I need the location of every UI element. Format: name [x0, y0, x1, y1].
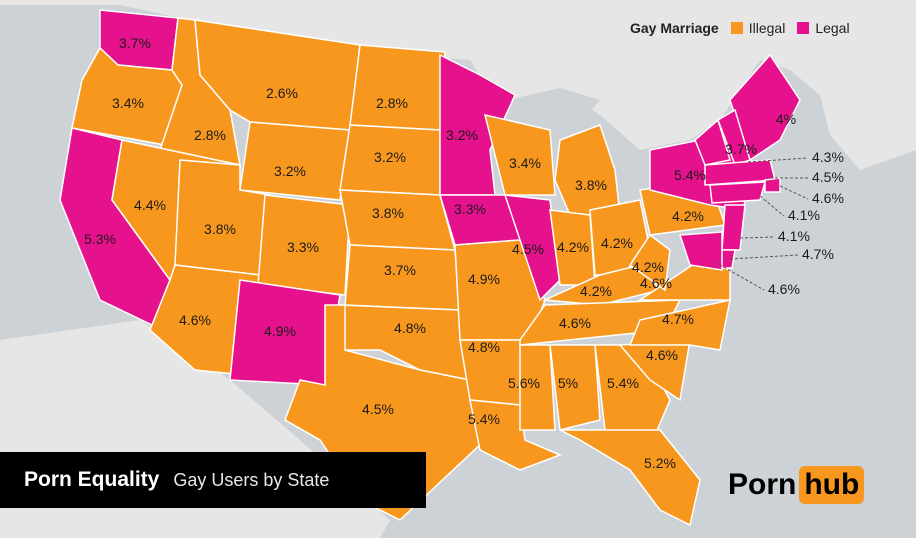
title-banner: Porn Equality Gay Users by State	[0, 452, 426, 508]
callout-label-ct: 4.1%	[788, 207, 820, 223]
state-label-nc: 4.7%	[662, 311, 694, 327]
callout-label-nh: 4.3%	[812, 149, 844, 165]
state-nd	[349, 44, 446, 131]
callout-line-de	[729, 254, 799, 260]
state-nc	[628, 299, 731, 351]
callout-label-ma: 4.5%	[812, 169, 844, 185]
callout-label-nj: 4.1%	[778, 228, 810, 244]
state-label-wy: 3.2%	[274, 163, 306, 179]
state-wy	[239, 121, 351, 201]
state-wv	[628, 233, 671, 292]
state-label-mn: 3.2%	[446, 127, 478, 143]
callout-label-ri: 4.6%	[812, 190, 844, 206]
state-wi	[483, 113, 556, 196]
state-label-la: 5.4%	[468, 411, 500, 427]
state-ri	[764, 177, 781, 193]
legend-legal-swatch	[797, 22, 810, 34]
state-nh	[717, 108, 751, 166]
state-ms	[519, 344, 556, 431]
state-label-ok: 4.8%	[394, 320, 426, 336]
state-label-oh: 4.2%	[601, 235, 633, 251]
state-label-ny: 5.4%	[674, 167, 706, 183]
banner-title: Porn Equality	[24, 468, 160, 491]
callout-label-md: 4.6%	[768, 281, 800, 297]
state-label-ks: 3.7%	[384, 262, 416, 278]
callout-line-ri	[779, 185, 809, 200]
state-label-al: 5%	[558, 375, 578, 391]
state-label-pa: 4.2%	[672, 208, 704, 224]
state-label-az: 4.6%	[179, 312, 211, 328]
state-label-ia: 3.3%	[454, 201, 486, 217]
state-label-ut: 3.8%	[204, 221, 236, 237]
state-label-il: 4.5%	[512, 241, 544, 257]
state-co	[257, 194, 351, 296]
canada-landmass	[0, 0, 916, 170]
state-label-ga: 5.4%	[607, 375, 639, 391]
legend-illegal-label: Illegal	[748, 20, 786, 36]
state-label-wa: 3.7%	[119, 35, 151, 51]
state-label-fl: 5.2%	[644, 455, 676, 471]
legend-illegal-swatch	[730, 22, 743, 34]
state-mi	[554, 124, 621, 216]
state-label-mi: 3.8%	[575, 177, 607, 193]
state-label-nv: 4.4%	[134, 197, 166, 213]
state-nj	[721, 204, 746, 251]
state-label-ca: 5.3%	[84, 231, 116, 247]
callout-line-nj	[739, 236, 775, 239]
state-label-ky: 4.2%	[580, 283, 612, 299]
state-label-vt: 3.7%	[725, 141, 757, 157]
logo-part-1: Porn	[728, 468, 797, 501]
legend: Gay Marriage Illegal Legal	[630, 20, 850, 36]
state-label-in: 4.2%	[557, 239, 589, 255]
state-label-ms: 5.6%	[508, 375, 540, 391]
state-il	[503, 194, 561, 302]
state-label-id: 2.8%	[194, 127, 226, 143]
state-al	[549, 344, 601, 431]
state-label-wv: 4.2%	[632, 259, 664, 275]
state-labels: 3.7% 3.4% 5.3% 2.8% 4.4% 2.6% 3.2% 3.8% 4.6% 3.3%…	[84, 35, 796, 471]
state-label-mt: 2.6%	[266, 85, 298, 101]
state-label-ne: 3.8%	[372, 205, 404, 221]
state-label-mo: 4.9%	[468, 271, 500, 287]
state-label-or: 3.4%	[112, 95, 144, 111]
state-label-sc: 4.6%	[646, 347, 678, 363]
state-shapes	[59, 9, 801, 527]
banner-subtitle: Gay Users by State	[173, 469, 330, 490]
state-ct	[709, 181, 767, 204]
state-label-va: 4.6%	[640, 275, 672, 291]
logo-part-2: hub	[799, 466, 865, 504]
pornhub-logo: Porn hub	[728, 466, 865, 504]
state-label-tx: 4.5%	[362, 401, 394, 417]
state-label-me: 4%	[776, 111, 796, 127]
callout-label-de: 4.7%	[802, 246, 834, 262]
state-label-co: 3.3%	[287, 239, 319, 255]
callout-line-md	[714, 261, 765, 291]
callout-line-nh	[747, 157, 809, 163]
state-label-sd: 3.2%	[374, 149, 406, 165]
state-label-nd: 2.8%	[376, 95, 408, 111]
legend-title: Gay Marriage	[630, 20, 719, 36]
legend-legal-label: Legal	[815, 20, 850, 36]
state-label-tn: 4.6%	[559, 315, 591, 331]
northeast-callouts: 4.3%4.5%4.6%4.1%4.1%4.7%4.6%	[714, 149, 844, 297]
state-tx	[284, 304, 486, 521]
state-label-wi: 3.4%	[509, 155, 541, 171]
callout-line-ct	[759, 195, 785, 217]
state-fl	[559, 429, 701, 527]
state-md	[678, 231, 723, 271]
state-label-ar: 4.8%	[468, 339, 500, 355]
state-vt	[694, 118, 731, 166]
state-label-nm: 4.9%	[264, 323, 296, 339]
